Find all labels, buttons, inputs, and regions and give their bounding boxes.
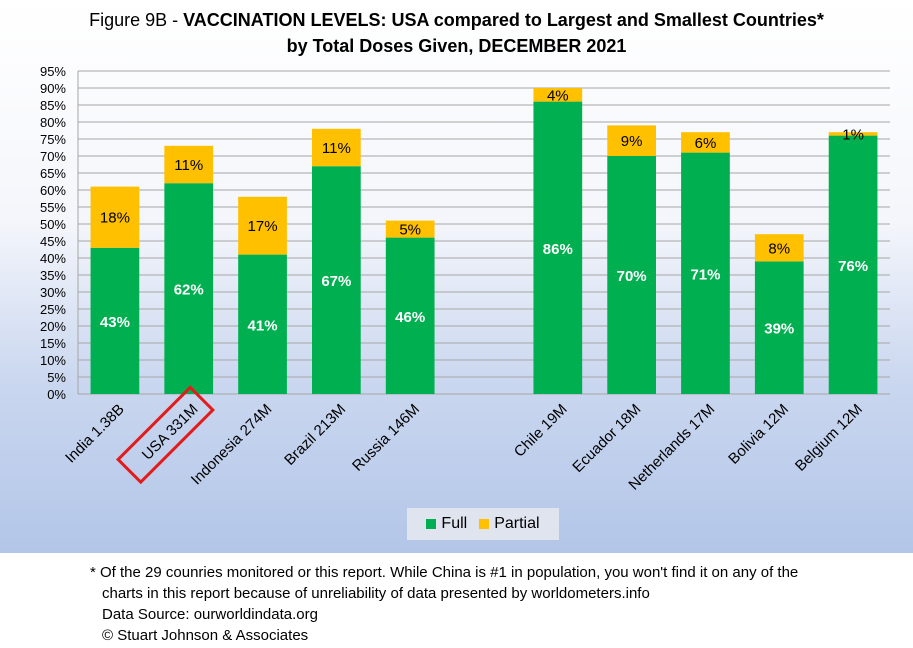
bar-full bbox=[607, 156, 656, 394]
y-tick-label: 70% bbox=[40, 149, 66, 164]
bar-partial bbox=[681, 132, 730, 153]
bar-partial bbox=[828, 132, 878, 136]
x-tick-label: Indonesia 274M bbox=[188, 401, 276, 489]
bar-partial bbox=[754, 234, 804, 262]
bar-partial bbox=[385, 220, 435, 238]
data-label-partial: 9% bbox=[621, 133, 643, 150]
y-tick-label: 45% bbox=[40, 234, 66, 249]
bar-partial bbox=[164, 145, 214, 184]
bar-full bbox=[164, 183, 214, 394]
data-label-full: 70% bbox=[617, 268, 647, 285]
x-tick-label: Ecuador 18M bbox=[569, 401, 644, 476]
data-label-partial: 11% bbox=[322, 140, 351, 157]
data-label-partial: 1% bbox=[842, 126, 864, 143]
y-tick-label: 30% bbox=[40, 285, 66, 300]
y-tick-label: 95% bbox=[40, 64, 66, 79]
y-tick-label: 50% bbox=[40, 217, 66, 232]
x-tick-label: Russia 146M bbox=[349, 401, 423, 475]
y-tick-label: 80% bbox=[40, 115, 66, 130]
data-label-full: 39% bbox=[764, 321, 794, 338]
data-label-partial: 5% bbox=[399, 222, 421, 239]
data-label-full: 46% bbox=[395, 309, 425, 326]
copyright: © Stuart Johnson & Associates bbox=[102, 627, 309, 644]
data-label-partial: 6% bbox=[695, 135, 717, 152]
chart-title: Figure 9B - VACCINATION LEVELS: USA comp… bbox=[0, 10, 913, 31]
y-tick-label: 65% bbox=[40, 166, 66, 181]
bar-full bbox=[385, 237, 435, 394]
bar-full bbox=[754, 261, 804, 394]
y-tick-label: 60% bbox=[40, 183, 66, 198]
data-label-full: 67% bbox=[321, 273, 351, 290]
legend-label-full: Full bbox=[441, 515, 468, 532]
bar-partial bbox=[607, 125, 656, 156]
x-tick-label: Belgium 12M bbox=[792, 401, 866, 475]
legend-item-full: Full bbox=[426, 515, 467, 533]
data-label-full: 76% bbox=[838, 258, 868, 275]
data-label-partial: 8% bbox=[768, 240, 790, 257]
footnote-line-1: * Of the 29 counries monitored or this r… bbox=[90, 564, 799, 581]
data-label-full: 41% bbox=[248, 317, 278, 334]
bar-partial bbox=[90, 186, 140, 248]
bar-full bbox=[533, 101, 583, 394]
x-tick-label: Chile 19M bbox=[511, 401, 571, 461]
bar-full bbox=[238, 254, 287, 394]
highlight-box bbox=[115, 385, 215, 485]
y-tick-label: 55% bbox=[40, 200, 66, 215]
title-prefix: Figure 9B - bbox=[89, 10, 184, 30]
bar-full bbox=[90, 247, 140, 394]
y-tick-label: 15% bbox=[40, 336, 66, 351]
y-tick-label: 0% bbox=[47, 387, 66, 402]
y-tick-label: 90% bbox=[40, 81, 66, 96]
y-tick-label: 10% bbox=[40, 353, 66, 368]
x-tick-label: Bolivia 12M bbox=[725, 401, 792, 468]
x-tick-label: Brazil 213M bbox=[281, 401, 349, 469]
legend-item-partial: Partial bbox=[479, 515, 540, 533]
data-label-full: 71% bbox=[690, 266, 720, 283]
data-label-full: 62% bbox=[174, 282, 204, 299]
footnote: * Of the 29 counries monitored or this r… bbox=[90, 562, 890, 646]
legend-swatch-full bbox=[426, 519, 437, 529]
x-tick-label: India 1.38B bbox=[62, 401, 128, 467]
data-source: Data Source: ourworldindata.org bbox=[102, 606, 318, 623]
y-tick-label: 35% bbox=[40, 268, 66, 283]
y-tick-label: 85% bbox=[40, 98, 66, 113]
chart-legend: Full Partial bbox=[407, 508, 559, 540]
chart-subtitle: by Total Doses Given, DECEMBER 2021 bbox=[286, 36, 627, 56]
bar-partial bbox=[238, 196, 287, 255]
data-label-full: 86% bbox=[543, 241, 573, 258]
bar-partial bbox=[312, 128, 361, 167]
footnote-line-2: charts in this report because of unrelia… bbox=[102, 585, 650, 602]
chart-plot: 0% 5% 10% 15% 20% 25% 30% 35% 40% 45% 50% 55% 60% 65%… bbox=[40, 64, 890, 494]
title-main: VACCINATION LEVELS: USA compared to Larg… bbox=[183, 10, 824, 30]
y-tick-label: 5% bbox=[47, 370, 66, 385]
y-tick-label: 20% bbox=[40, 319, 66, 334]
data-label-partial: 11% bbox=[174, 157, 203, 174]
bar-full bbox=[828, 135, 878, 394]
y-tick-label: 40% bbox=[40, 251, 66, 266]
legend-swatch-partial bbox=[479, 519, 490, 529]
legend-label-partial: Partial bbox=[494, 515, 540, 532]
bar-partial bbox=[533, 88, 583, 102]
y-tick-label: 75% bbox=[40, 132, 66, 147]
data-label-full: 43% bbox=[100, 314, 130, 331]
y-tick-label: 25% bbox=[40, 302, 66, 317]
data-label-partial: 17% bbox=[248, 218, 278, 235]
bar-full bbox=[681, 152, 730, 394]
bar-full bbox=[312, 166, 361, 394]
data-label-partial: 4% bbox=[547, 87, 569, 104]
data-label-partial: 18% bbox=[100, 210, 130, 227]
